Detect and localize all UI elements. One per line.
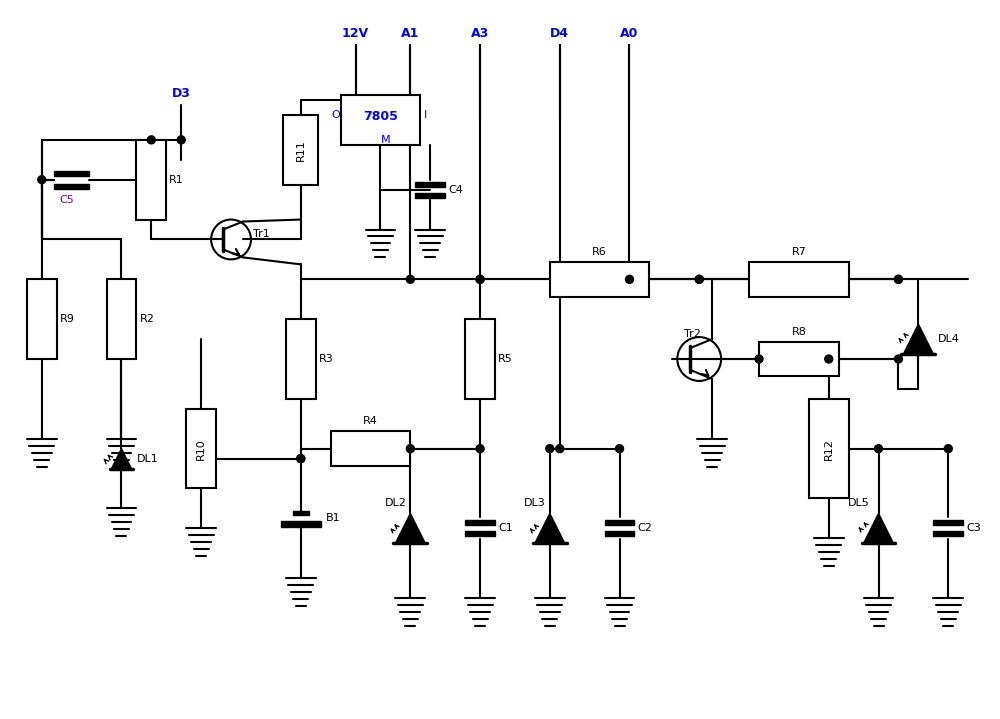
Text: DL1: DL1: [136, 454, 158, 464]
Bar: [341, 95, 420, 145]
Text: Tr2: Tr2: [684, 329, 701, 339]
Bar: [136, 140, 166, 219]
Circle shape: [825, 355, 833, 363]
Circle shape: [297, 454, 305, 462]
Bar: [107, 279, 136, 359]
Text: R5: R5: [498, 354, 513, 364]
Text: R9: R9: [60, 314, 75, 324]
Bar: [605, 521, 634, 526]
Polygon shape: [395, 513, 425, 544]
Polygon shape: [864, 513, 893, 544]
Text: R3: R3: [319, 354, 333, 364]
Text: 12V: 12V: [342, 27, 369, 40]
Circle shape: [755, 355, 763, 363]
Bar: [186, 409, 216, 488]
Bar: [933, 531, 963, 536]
Circle shape: [476, 275, 484, 283]
Circle shape: [406, 444, 414, 453]
Circle shape: [406, 275, 414, 283]
Circle shape: [894, 355, 902, 363]
Text: D4: D4: [550, 27, 569, 40]
Bar: [465, 531, 495, 536]
Circle shape: [626, 275, 633, 283]
Bar: [283, 115, 318, 185]
Polygon shape: [535, 513, 565, 544]
Bar: [54, 170, 89, 175]
Text: C1: C1: [498, 523, 513, 533]
Text: R12: R12: [824, 438, 834, 459]
Circle shape: [147, 136, 155, 144]
Text: C3: C3: [966, 523, 981, 533]
Text: R1: R1: [169, 175, 184, 185]
Circle shape: [297, 454, 305, 462]
Circle shape: [556, 444, 564, 453]
Text: R4: R4: [363, 416, 378, 426]
Text: R8: R8: [791, 326, 806, 336]
Circle shape: [894, 275, 902, 283]
Text: DL2: DL2: [384, 498, 406, 508]
Bar: [933, 521, 963, 526]
Text: C4: C4: [448, 185, 463, 195]
Text: R6: R6: [592, 247, 607, 257]
Circle shape: [546, 444, 554, 453]
Circle shape: [476, 444, 484, 453]
Text: C2: C2: [637, 523, 652, 533]
Bar: [550, 262, 649, 297]
Bar: [293, 511, 309, 516]
Bar: [809, 399, 849, 498]
Text: A0: A0: [620, 27, 639, 40]
Text: R7: R7: [791, 247, 806, 257]
Text: O: O: [331, 110, 340, 120]
Bar: [27, 279, 57, 359]
Text: C5: C5: [59, 195, 74, 205]
Circle shape: [616, 444, 624, 453]
Bar: [465, 521, 495, 526]
Circle shape: [894, 275, 902, 283]
Text: D3: D3: [172, 87, 191, 100]
Text: A1: A1: [401, 27, 420, 40]
Bar: [415, 193, 445, 198]
Circle shape: [177, 136, 185, 144]
Bar: [465, 319, 495, 399]
Circle shape: [695, 275, 703, 283]
Bar: [281, 521, 321, 527]
Text: DL5: DL5: [848, 498, 869, 508]
Text: Tr1: Tr1: [253, 229, 270, 239]
Text: DL3: DL3: [524, 498, 546, 508]
Polygon shape: [112, 449, 131, 469]
Circle shape: [695, 275, 703, 283]
Text: DL4: DL4: [938, 334, 960, 344]
Text: M: M: [381, 135, 390, 145]
Text: R10: R10: [196, 438, 206, 459]
Text: 7805: 7805: [363, 111, 398, 124]
Circle shape: [875, 444, 883, 453]
Bar: [54, 183, 89, 188]
Bar: [605, 531, 634, 536]
Text: R11: R11: [296, 139, 306, 160]
Text: B1: B1: [326, 513, 340, 523]
Polygon shape: [903, 324, 933, 354]
Bar: [286, 319, 316, 399]
Text: R2: R2: [139, 314, 154, 324]
Circle shape: [38, 175, 46, 183]
Bar: [759, 342, 839, 377]
Bar: [331, 431, 410, 466]
Text: I: I: [424, 110, 427, 120]
Bar: [415, 182, 445, 187]
Text: A3: A3: [471, 27, 489, 40]
Circle shape: [944, 444, 952, 453]
Bar: [749, 262, 849, 297]
Circle shape: [476, 275, 484, 283]
